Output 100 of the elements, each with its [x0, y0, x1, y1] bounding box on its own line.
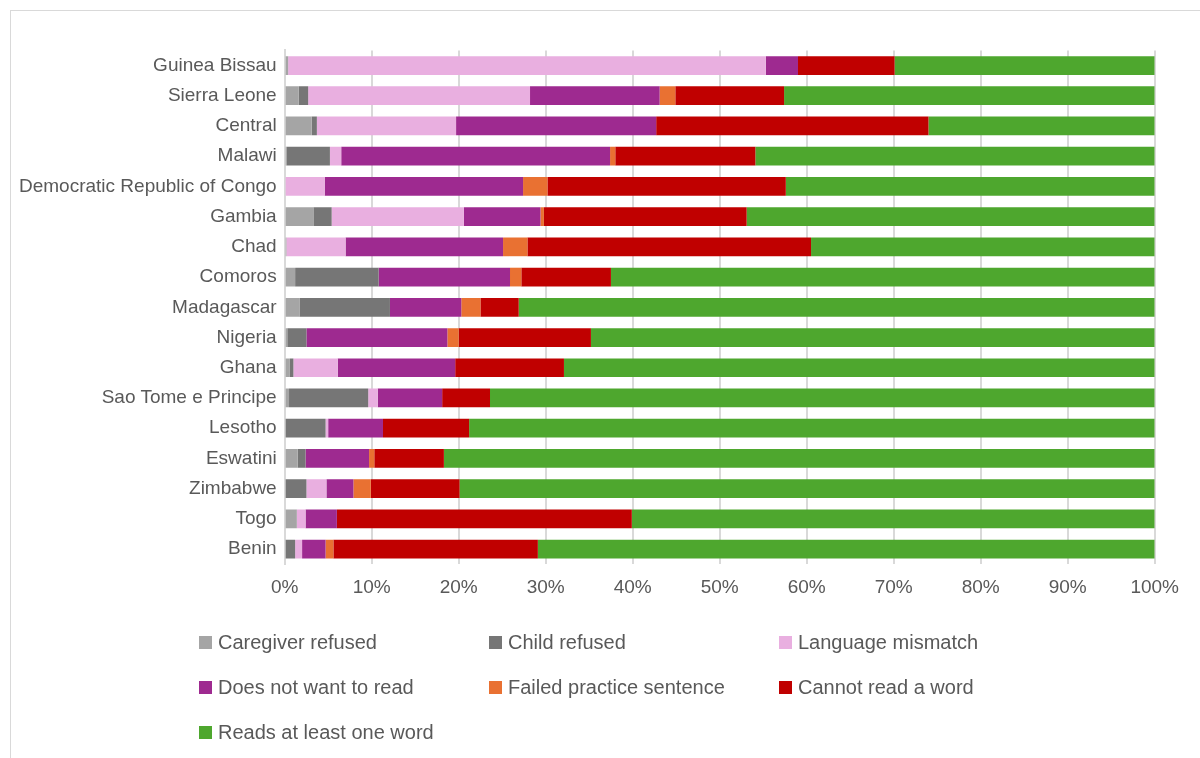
bar	[503, 237, 528, 257]
legend-label: Reads at least one word	[218, 721, 434, 744]
bar	[459, 479, 1155, 499]
x-tick-label: 100%	[1130, 575, 1180, 597]
bar	[527, 237, 812, 257]
x-tick-label: 60%	[787, 575, 826, 597]
bar	[336, 509, 632, 529]
bar	[784, 86, 1155, 106]
y-tick-label: Democratic Republic of Congo	[18, 174, 277, 196]
bar	[590, 328, 1155, 347]
bar	[518, 297, 1155, 317]
bar	[530, 86, 660, 106]
legend-label: Cannot read a word	[798, 676, 974, 699]
y-tick-label: Sierra Leone	[167, 83, 277, 105]
y-tick-label: Guinea Bissau	[153, 53, 277, 75]
bar	[326, 479, 354, 499]
bar	[297, 449, 306, 468]
bar	[547, 177, 786, 196]
bar	[306, 479, 327, 499]
y-tick-label: Chad	[231, 235, 277, 257]
y-tick-label: Madagascar	[172, 295, 278, 317]
bar	[480, 297, 519, 317]
legend-label: Does not want to read	[218, 676, 414, 699]
bar	[285, 267, 296, 287]
x-tick-label: 0%	[270, 575, 299, 597]
bar	[285, 86, 299, 106]
bar	[490, 388, 1155, 408]
bar	[389, 297, 462, 317]
bar	[316, 116, 457, 136]
bar	[293, 358, 338, 378]
bar	[378, 267, 511, 287]
legend-label: Failed practice sentence	[508, 676, 725, 699]
bar	[337, 358, 456, 378]
bar	[311, 116, 317, 136]
bar	[755, 146, 1155, 166]
bar	[328, 418, 383, 438]
bar	[285, 177, 325, 196]
bar	[610, 267, 1155, 287]
y-tick-label: Gambia	[210, 204, 278, 226]
bar	[746, 207, 1155, 226]
bar	[894, 56, 1155, 75]
bar	[295, 539, 303, 559]
bar	[285, 479, 307, 499]
x-tick-label: 70%	[874, 575, 913, 597]
bar	[442, 388, 490, 408]
bar	[285, 116, 312, 136]
x-tick-label: 50%	[700, 575, 739, 597]
y-tick-label: Ghana	[219, 355, 278, 377]
bar	[615, 146, 756, 166]
bar	[458, 328, 591, 347]
bar	[785, 177, 1155, 196]
bar	[324, 177, 524, 196]
bar	[308, 86, 531, 106]
y-tick-label: Sao Tome e Principe	[101, 386, 277, 408]
legend-label: Child refused	[508, 631, 626, 654]
legend-label: Caregiver refused	[218, 631, 377, 654]
bar	[353, 479, 371, 499]
bar	[523, 177, 548, 196]
bar	[765, 56, 798, 75]
bar	[463, 207, 541, 226]
y-tick-label: Central	[215, 114, 277, 136]
bar	[631, 509, 1155, 529]
bar	[299, 297, 390, 317]
bar	[656, 116, 929, 136]
bar	[369, 449, 375, 468]
bar	[341, 146, 611, 166]
bar	[540, 207, 544, 226]
bar	[333, 539, 538, 559]
legend-label: Language mismatch	[798, 631, 979, 654]
bar	[288, 56, 766, 75]
x-tick-label: 90%	[1048, 575, 1087, 597]
bar	[928, 116, 1155, 136]
x-tick-label: 20%	[439, 575, 478, 597]
bar	[456, 116, 657, 136]
bar	[374, 449, 444, 468]
bar	[285, 539, 296, 559]
bar	[455, 358, 564, 378]
bar	[443, 449, 1155, 468]
bar	[368, 388, 378, 408]
bar	[285, 297, 300, 317]
bar	[298, 86, 309, 106]
bar	[313, 207, 332, 226]
bar	[295, 267, 379, 287]
x-tick-label: 80%	[961, 575, 1000, 597]
y-tick-label: Comoros	[199, 265, 277, 287]
y-tick-label: Eswatini	[205, 446, 277, 468]
bar	[296, 509, 306, 529]
y-tick-label: Malawi	[217, 144, 277, 166]
bar	[286, 146, 330, 166]
bar	[469, 418, 1155, 438]
bar	[302, 539, 326, 559]
bar	[287, 328, 307, 347]
y-tick-label: Lesotho	[209, 416, 277, 438]
bar	[811, 237, 1155, 257]
y-tick-label: Togo	[235, 507, 277, 529]
bar	[521, 267, 611, 287]
bar	[285, 207, 314, 226]
x-tick-label: 10%	[352, 575, 391, 597]
bar	[306, 328, 448, 347]
bar	[447, 328, 459, 347]
